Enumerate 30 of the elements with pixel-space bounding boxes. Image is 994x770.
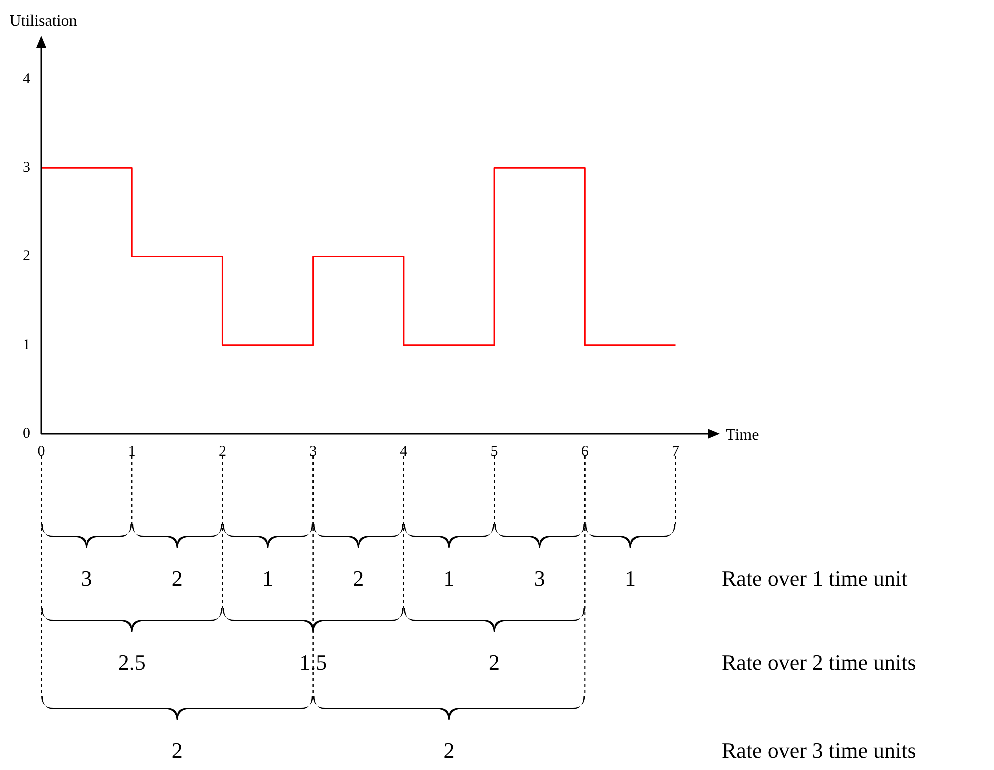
text: Rate over 1 time unit xyxy=(722,566,908,591)
y-tick-label: 4 xyxy=(23,71,31,88)
x-tick-label: 5 xyxy=(490,444,498,460)
x-tick-label: 1 xyxy=(128,444,136,460)
y-tick-label: 2 xyxy=(23,248,30,265)
text: Rate over 3 time units xyxy=(722,738,916,763)
text: 1 xyxy=(624,566,636,591)
text: 1.5 xyxy=(300,650,328,675)
text: 2.5 xyxy=(118,650,146,675)
text: 2 xyxy=(172,566,183,591)
x-tick-label: 2 xyxy=(218,444,226,460)
text: 2 xyxy=(353,566,364,591)
y-axis-title: Utilisation xyxy=(10,13,78,30)
x-tick-label: 4 xyxy=(400,444,408,460)
y-tick-label: 3 xyxy=(23,160,30,176)
x-axis-title: Time xyxy=(726,427,760,444)
x-tick-label: 6 xyxy=(581,444,590,460)
text: 3 xyxy=(534,566,546,591)
x-tick-label: 0 xyxy=(38,444,46,460)
y-tick-label: 0 xyxy=(23,426,30,442)
x-tick-label: 3 xyxy=(310,444,318,460)
text: 2 xyxy=(444,738,455,763)
text: 1 xyxy=(262,566,274,591)
text: 2 xyxy=(489,650,500,675)
x-tick-label: 7 xyxy=(672,444,680,460)
text: 1 xyxy=(444,566,455,591)
text: 2 xyxy=(172,738,183,763)
text: Rate over 2 time units xyxy=(722,650,916,675)
text: 3 xyxy=(81,566,92,591)
y-tick-label: 1 xyxy=(23,337,30,354)
